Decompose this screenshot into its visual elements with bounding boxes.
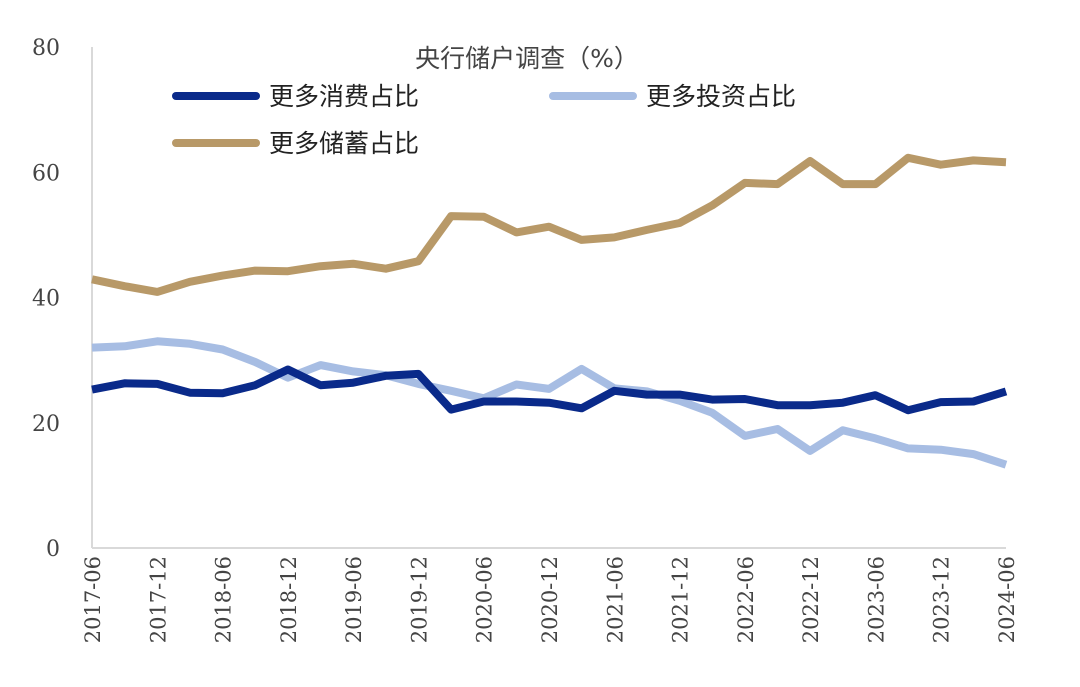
x-tick-label: 2022-06 — [734, 556, 758, 643]
y-tick-label: 60 — [32, 161, 60, 186]
x-tick-label: 2017-06 — [81, 556, 105, 643]
x-tick-label: 2023-06 — [864, 556, 888, 643]
y-tick-label: 80 — [32, 36, 60, 61]
y-tick-label: 40 — [32, 287, 60, 312]
x-tick-label: 2018-12 — [277, 556, 301, 643]
x-tick-label: 2020-12 — [538, 556, 562, 643]
x-tick-label: 2022-12 — [799, 556, 823, 643]
x-tick-label: 2020-06 — [473, 556, 497, 643]
x-tick-label: 2017-12 — [146, 556, 170, 643]
legend-label-1: 更多消费占比 — [269, 82, 419, 111]
legend-label-3: 更多储蓄占比 — [269, 129, 419, 158]
series-line-3 — [91, 153, 1007, 296]
y-tick-label: 0 — [46, 537, 60, 562]
y-tick-label: 20 — [32, 412, 60, 437]
plot-lines — [91, 153, 1008, 469]
series-line-1 — [91, 365, 1008, 415]
y-axis-ticks: 0 20 40 60 80 — [32, 36, 60, 562]
x-tick-label: 2019-12 — [407, 556, 431, 643]
legend-label-2: 更多投资占比 — [646, 82, 796, 111]
axes — [91, 47, 1006, 549]
x-axis-ticks: 2017-06 2017-12 2018-06 2018-12 2019-06 2019-… — [81, 556, 1019, 643]
x-tick-label: 2018-06 — [212, 556, 236, 643]
x-tick-label: 2024-06 — [995, 556, 1019, 643]
x-tick-label: 2021-12 — [669, 556, 693, 643]
x-tick-label: 2023-12 — [930, 556, 954, 643]
x-tick-label: 2021-06 — [603, 556, 627, 643]
chart-title: 央行储户调查（%） — [415, 44, 639, 73]
x-tick-label: 2019-06 — [342, 556, 366, 643]
series-line-2 — [91, 337, 1008, 469]
